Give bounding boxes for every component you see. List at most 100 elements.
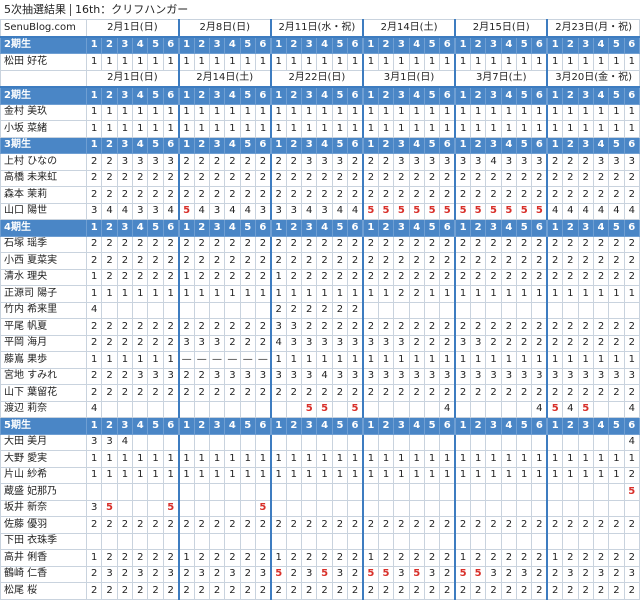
value: 3 <box>101 433 118 451</box>
slot: 2 <box>285 86 303 105</box>
value: 2 <box>316 235 333 253</box>
value: 2 <box>454 582 471 600</box>
value: 2 <box>285 235 303 253</box>
value: 1 <box>285 103 303 121</box>
value: 1 <box>623 53 640 71</box>
value: 1 <box>361 466 379 484</box>
value: 2 <box>516 318 533 336</box>
value: 1 <box>408 120 425 138</box>
slot: 5 <box>147 86 164 105</box>
value: 3 <box>316 153 333 171</box>
value: 1 <box>301 466 318 484</box>
value: 1 <box>239 53 256 71</box>
value: 3 <box>469 153 487 171</box>
slot: 3 <box>577 86 594 105</box>
slot: 4 <box>592 136 610 154</box>
value: 5 <box>162 499 180 517</box>
slot: 4 <box>500 36 518 54</box>
value: 2 <box>301 186 318 204</box>
value: 1 <box>469 120 487 138</box>
value <box>361 532 379 550</box>
value <box>531 483 548 501</box>
value: 2 <box>85 169 103 187</box>
slot: 3 <box>393 36 410 54</box>
value: 1 <box>101 285 118 303</box>
value: 2 <box>485 252 502 270</box>
value <box>361 301 379 319</box>
value: 1 <box>85 268 103 286</box>
value: 2 <box>162 384 180 402</box>
slot: 3 <box>393 86 410 105</box>
value: 2 <box>423 384 441 402</box>
value <box>454 483 471 501</box>
value: 1 <box>592 466 610 484</box>
value: 3 <box>331 367 349 385</box>
value <box>377 400 395 418</box>
date-row: 2月1日(日) 2月14日(土) 2月22日(日) 3月1日(日) 3月7日(土) 3月2… <box>0 69 640 88</box>
value: 5 <box>516 202 533 220</box>
value: 2 <box>347 268 364 286</box>
value: 2 <box>147 318 164 336</box>
value: 1 <box>577 53 594 71</box>
value <box>224 499 241 517</box>
value: 5 <box>101 499 118 517</box>
slot: 2 <box>377 36 395 54</box>
value: 2 <box>516 268 533 286</box>
value: 1 <box>285 351 303 369</box>
slot: 2 <box>101 136 118 154</box>
value <box>269 400 287 418</box>
date: 2月14日(土) <box>177 69 272 88</box>
value <box>546 532 564 550</box>
value: 1 <box>331 285 349 303</box>
slot: 6 <box>439 219 456 237</box>
value: 2 <box>177 565 195 583</box>
value <box>469 400 487 418</box>
value <box>116 400 134 418</box>
value <box>469 483 487 501</box>
value: 2 <box>500 565 518 583</box>
value: 1 <box>454 466 471 484</box>
value: 4 <box>577 202 594 220</box>
value: 2 <box>592 186 610 204</box>
slot: 1 <box>546 417 564 435</box>
slot: 5 <box>239 36 256 54</box>
value: 1 <box>439 450 456 468</box>
value <box>239 301 256 319</box>
value: 2 <box>592 235 610 253</box>
value: 2 <box>239 268 256 286</box>
value: 2 <box>116 169 134 187</box>
value: 2 <box>393 186 410 204</box>
value: 3 <box>485 565 502 583</box>
value: 2 <box>393 582 410 600</box>
value: 2 <box>423 318 441 336</box>
value <box>116 301 134 319</box>
value: 2 <box>347 565 364 583</box>
value: 1 <box>393 351 410 369</box>
value: 1 <box>500 103 518 121</box>
value: 2 <box>254 384 272 402</box>
value <box>331 433 349 451</box>
member-row: 平尾 帆夏 2 2 2 2 2 2 2 2 2 2 2 2 3 3 2 2 2 2 2 2 2 2 2 2 2 2 2 2 2 2 2 2 2 2 2… <box>0 318 640 336</box>
value: 2 <box>254 268 272 286</box>
slot: 1 <box>269 36 287 54</box>
value: 1 <box>485 351 502 369</box>
slot: 2 <box>193 86 210 105</box>
slot: 3 <box>485 86 502 105</box>
value <box>485 483 502 501</box>
value <box>85 532 103 550</box>
slot: 3 <box>116 86 134 105</box>
value <box>147 301 164 319</box>
slot: 6 <box>162 219 180 237</box>
member-row: 宮地 すみれ 2 2 2 3 3 3 2 2 3 3 3 3 3 3 3 4 3 3 3 3 3 3 3 3 3 3 3 3 3 3 3 3 3 3… <box>0 367 640 385</box>
value: 3 <box>531 153 548 171</box>
slot: 6 <box>162 417 180 435</box>
slot: 3 <box>208 219 226 237</box>
value: 3 <box>623 565 640 583</box>
value: 3 <box>147 202 164 220</box>
value: 3 <box>361 334 379 352</box>
value: 1 <box>224 103 241 121</box>
value: 2 <box>208 565 226 583</box>
value: 1 <box>454 120 471 138</box>
value: 3 <box>224 367 241 385</box>
